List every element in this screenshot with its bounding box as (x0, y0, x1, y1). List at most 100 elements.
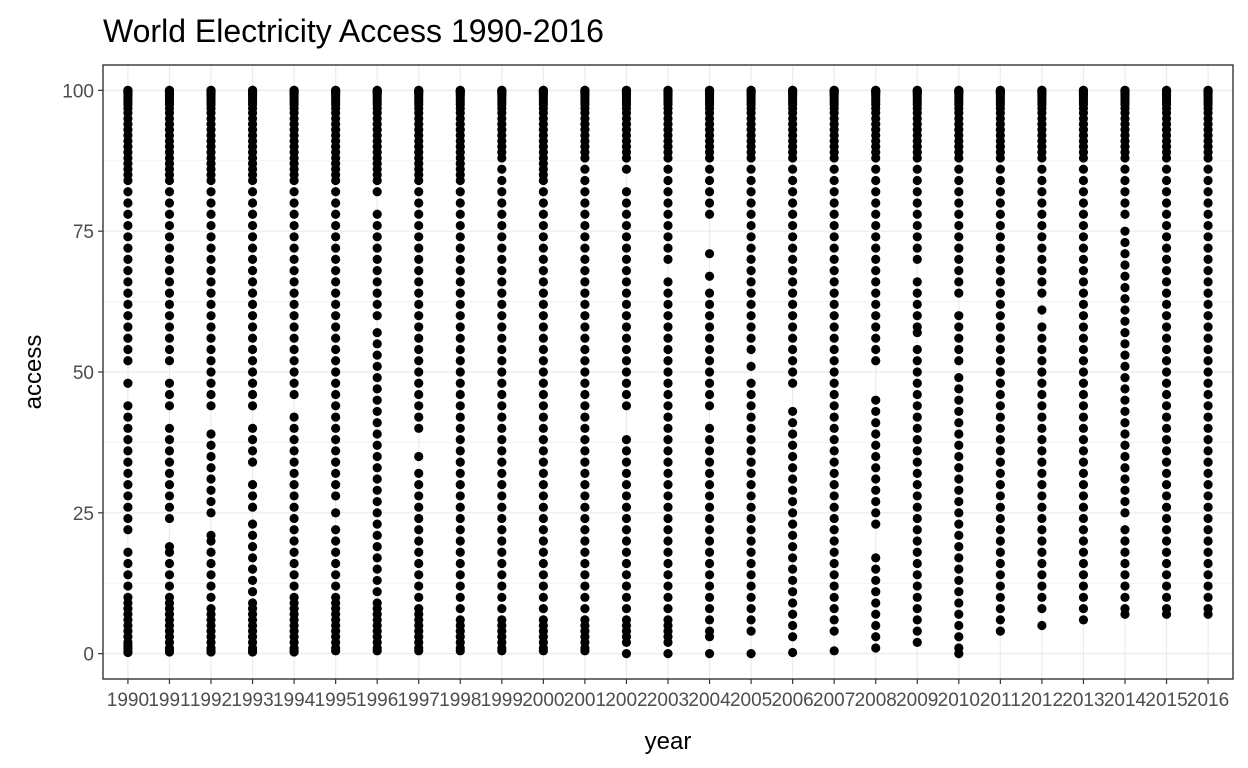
data-point (704, 536, 715, 546)
data-point (746, 266, 756, 276)
data-point (206, 536, 216, 546)
data-point (912, 412, 922, 422)
data-point (1078, 547, 1089, 557)
data-point (206, 558, 216, 569)
data-point (247, 187, 258, 197)
data-point (372, 277, 382, 287)
data-point (289, 175, 299, 186)
data-point (871, 288, 881, 298)
data-point (1161, 592, 1172, 602)
data-point (788, 232, 798, 242)
data-point (1161, 322, 1172, 332)
data-point (123, 480, 133, 490)
data-point (372, 220, 382, 231)
data-point (1037, 153, 1047, 163)
data-point (995, 491, 1005, 501)
data-point (1161, 412, 1172, 422)
data-point (247, 553, 258, 563)
x-tick-label: 1995 (315, 690, 357, 711)
data-point (289, 412, 299, 422)
data-point (954, 333, 964, 343)
data-point (829, 457, 839, 467)
data-point (663, 570, 673, 580)
data-point (414, 468, 424, 478)
data-point (1203, 356, 1213, 366)
data-point (580, 322, 590, 332)
data-point (995, 299, 1005, 310)
data-point (331, 288, 341, 298)
x-tick-label: 2001 (564, 690, 606, 711)
data-point (372, 350, 382, 360)
data-point (912, 327, 922, 338)
data-point (621, 401, 632, 411)
data-point (455, 288, 465, 298)
data-point (331, 508, 341, 518)
data-point (164, 480, 175, 490)
data-point (289, 480, 299, 490)
data-point (372, 418, 382, 428)
data-point (829, 513, 839, 524)
data-point (829, 401, 839, 411)
data-point (1120, 237, 1130, 248)
data-point (621, 457, 632, 467)
data-point (123, 468, 133, 478)
data-point (580, 344, 590, 355)
data-point (247, 542, 258, 552)
data-point (1078, 266, 1089, 276)
data-point (455, 491, 465, 501)
data-point (1161, 288, 1172, 298)
data-point (206, 333, 216, 343)
data-point (580, 198, 590, 208)
data-point (538, 198, 548, 208)
data-point (1037, 558, 1047, 569)
data-point (455, 513, 465, 524)
data-point (538, 401, 548, 411)
data-point (788, 508, 798, 518)
data-point (621, 649, 632, 659)
x-tick-label: 2011 (980, 690, 1021, 711)
data-point (206, 299, 216, 310)
data-point (1161, 491, 1172, 501)
data-point (538, 570, 548, 580)
data-point (746, 232, 756, 242)
data-point (829, 646, 839, 656)
data-point (788, 440, 798, 450)
data-point (788, 463, 798, 473)
data-point (912, 491, 922, 501)
data-point (580, 187, 590, 197)
data-point (289, 288, 299, 298)
data-point (247, 243, 258, 253)
data-point (746, 344, 756, 355)
data-point (912, 513, 922, 524)
data-point (247, 564, 258, 574)
data-point (995, 198, 1005, 208)
data-point (704, 378, 715, 388)
data-point (414, 209, 424, 219)
data-point (912, 446, 922, 456)
data-point (455, 558, 465, 569)
data-point (1037, 333, 1047, 343)
data-point (1120, 429, 1130, 439)
data-point (1161, 266, 1172, 276)
data-point (1037, 423, 1047, 433)
data-point (206, 647, 216, 657)
data-point (621, 378, 632, 388)
data-point (331, 266, 341, 276)
data-point (995, 322, 1005, 332)
data-point (746, 558, 756, 569)
data-point (414, 513, 424, 524)
data-point (414, 525, 424, 535)
data-point (1037, 592, 1047, 602)
data-point (704, 153, 715, 163)
data-point (663, 513, 673, 524)
data-point (164, 254, 175, 264)
data-point (497, 322, 507, 332)
data-point (1078, 446, 1089, 456)
data-point (663, 401, 673, 411)
data-point (455, 209, 465, 219)
data-point (746, 187, 756, 197)
data-point (164, 175, 175, 186)
data-point (954, 542, 964, 552)
data-point (497, 356, 507, 366)
data-point (663, 164, 673, 174)
